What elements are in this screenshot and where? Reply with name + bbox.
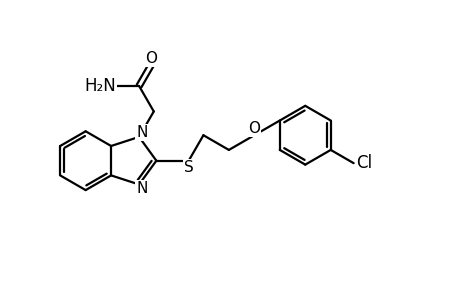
Text: Cl: Cl	[356, 154, 372, 172]
Text: S: S	[184, 160, 193, 175]
Text: H₂N: H₂N	[84, 77, 116, 95]
Text: O: O	[248, 121, 260, 136]
Text: O: O	[145, 52, 157, 67]
Text: N: N	[136, 125, 147, 140]
Text: N: N	[136, 181, 147, 196]
